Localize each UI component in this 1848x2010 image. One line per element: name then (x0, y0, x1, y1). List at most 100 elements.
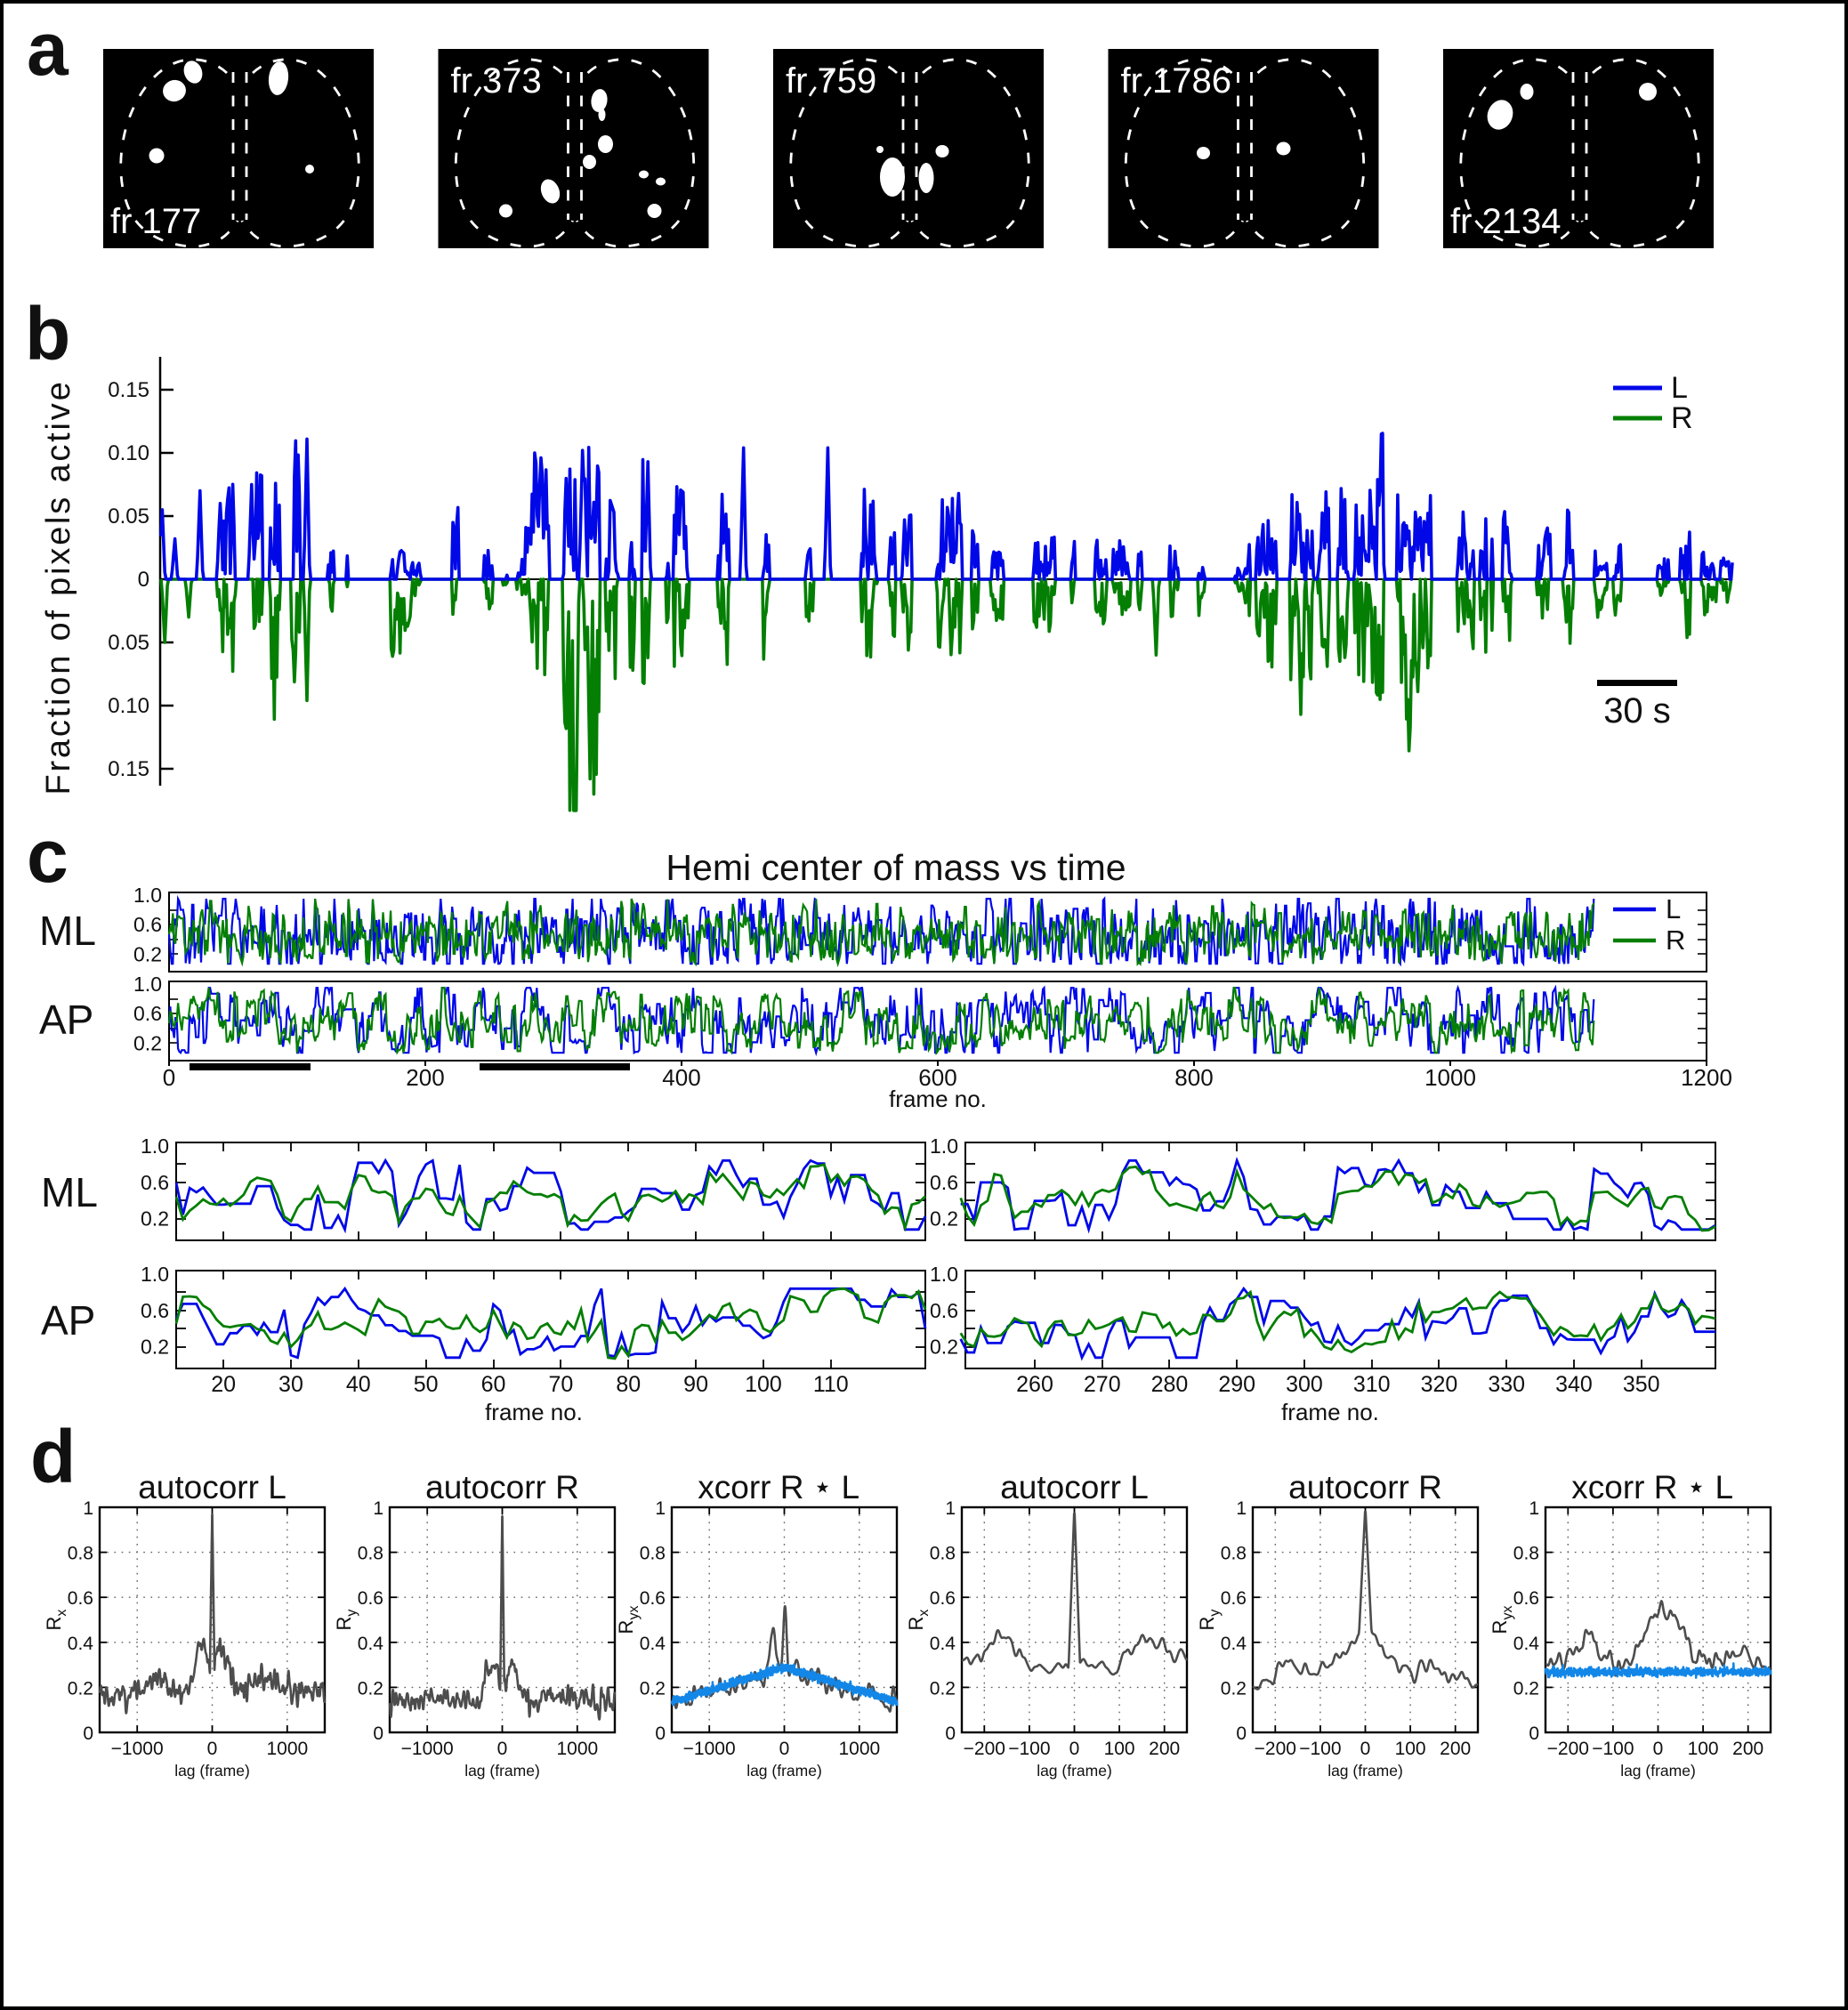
svg-text:1.0: 1.0 (141, 1263, 169, 1286)
svg-text:270: 270 (1084, 1372, 1121, 1397)
svg-text:0.6: 0.6 (358, 1588, 383, 1609)
svg-text:lag (frame): lag (frame) (174, 1762, 250, 1780)
svg-text:330: 330 (1488, 1372, 1525, 1397)
svg-text:ML: ML (39, 908, 96, 954)
svg-text:1000: 1000 (266, 1739, 308, 1759)
svg-text:1.0: 1.0 (141, 1134, 169, 1158)
svg-text:R: R (1666, 924, 1685, 956)
svg-text:−200: −200 (1547, 1739, 1589, 1759)
svg-text:lag (frame): lag (frame) (464, 1762, 540, 1780)
svg-text:autocorr L: autocorr L (138, 1469, 286, 1505)
svg-text:0.8: 0.8 (1221, 1544, 1247, 1564)
svg-text:ML: ML (41, 1169, 98, 1215)
svg-text:60: 60 (481, 1372, 506, 1397)
svg-text:350: 350 (1623, 1372, 1660, 1397)
svg-text:L: L (1671, 371, 1688, 405)
svg-text:0: 0 (138, 568, 149, 592)
svg-text:−100: −100 (1008, 1739, 1050, 1759)
svg-text:0.15: 0.15 (108, 378, 149, 402)
svg-text:0: 0 (1069, 1739, 1080, 1759)
svg-text:fr 1786: fr 1786 (1121, 61, 1232, 101)
svg-text:0: 0 (1529, 1723, 1539, 1744)
svg-text:0: 0 (1236, 1723, 1247, 1744)
svg-text:0.8: 0.8 (640, 1544, 666, 1564)
svg-text:0.15: 0.15 (108, 757, 149, 781)
svg-text:0.6: 0.6 (68, 1588, 93, 1609)
svg-text:310: 310 (1353, 1372, 1391, 1397)
svg-text:200: 200 (1440, 1739, 1471, 1759)
svg-text:290: 290 (1218, 1372, 1255, 1397)
svg-text:0.6: 0.6 (141, 1299, 169, 1322)
svg-text:Fraction of pixels active: Fraction of pixels active (40, 379, 77, 795)
svg-text:100: 100 (1395, 1739, 1426, 1759)
svg-text:0: 0 (207, 1739, 218, 1759)
svg-text:0.2: 0.2 (358, 1678, 383, 1699)
svg-text:1000: 1000 (556, 1739, 598, 1759)
svg-text:0: 0 (779, 1739, 790, 1759)
svg-text:110: 110 (813, 1372, 849, 1397)
svg-text:−1000: −1000 (111, 1739, 164, 1759)
svg-text:800: 800 (1174, 1064, 1213, 1091)
svg-text:1.0: 1.0 (133, 973, 162, 996)
svg-text:autocorr L: autocorr L (1000, 1469, 1149, 1505)
svg-text:0.2: 0.2 (133, 1031, 162, 1054)
svg-text:−1000: −1000 (401, 1739, 454, 1759)
svg-text:1: 1 (83, 1498, 93, 1519)
svg-text:260: 260 (1016, 1372, 1053, 1397)
svg-text:0.8: 0.8 (930, 1544, 956, 1564)
svg-text:1: 1 (655, 1498, 666, 1519)
svg-text:0.2: 0.2 (141, 1336, 169, 1359)
svg-text:0.4: 0.4 (1221, 1634, 1247, 1654)
svg-text:0.2: 0.2 (640, 1678, 666, 1699)
svg-text:0.10: 0.10 (108, 694, 149, 718)
svg-text:70: 70 (548, 1372, 573, 1397)
svg-text:fr 2134: fr 2134 (1450, 202, 1562, 241)
svg-text:0.8: 0.8 (1513, 1544, 1539, 1564)
svg-text:200: 200 (1149, 1739, 1180, 1759)
svg-text:L: L (842, 1469, 860, 1505)
svg-text:0.6: 0.6 (141, 1171, 169, 1194)
svg-text:0: 0 (1653, 1739, 1664, 1759)
svg-text:L: L (1715, 1469, 1734, 1505)
svg-text:340: 340 (1555, 1372, 1593, 1397)
svg-text:20: 20 (211, 1372, 236, 1397)
svg-text:0: 0 (163, 1064, 175, 1091)
svg-text:c: c (27, 814, 69, 898)
svg-text:0.4: 0.4 (930, 1634, 956, 1654)
svg-text:0.2: 0.2 (1513, 1678, 1539, 1699)
svg-text:1200: 1200 (1681, 1064, 1732, 1091)
svg-text:50: 50 (414, 1372, 439, 1397)
svg-text:1.0: 1.0 (133, 884, 162, 907)
svg-text:0: 0 (655, 1723, 666, 1744)
svg-text:autocorr R: autocorr R (425, 1469, 579, 1505)
svg-text:0: 0 (497, 1739, 508, 1759)
svg-text:0.2: 0.2 (68, 1678, 93, 1699)
svg-text:0.6: 0.6 (930, 1588, 956, 1609)
svg-text:AP: AP (39, 997, 93, 1043)
svg-text:0.6: 0.6 (930, 1299, 958, 1322)
svg-text:200: 200 (1732, 1739, 1763, 1759)
svg-text:0.05: 0.05 (108, 631, 149, 655)
svg-text:280: 280 (1151, 1372, 1189, 1397)
svg-text:0.4: 0.4 (68, 1634, 94, 1654)
svg-text:0.6: 0.6 (1513, 1588, 1539, 1609)
svg-text:30: 30 (278, 1372, 303, 1397)
svg-text:40: 40 (346, 1372, 371, 1397)
svg-text:1000: 1000 (1424, 1064, 1476, 1091)
svg-text:−200: −200 (1255, 1739, 1296, 1759)
svg-text:320: 320 (1421, 1372, 1458, 1397)
svg-text:frame no.: frame no. (889, 1086, 987, 1112)
svg-text:0.2: 0.2 (930, 1678, 956, 1699)
svg-text:a: a (27, 7, 69, 91)
svg-text:0: 0 (945, 1723, 956, 1744)
svg-text:b: b (25, 292, 70, 375)
svg-text:0.6: 0.6 (640, 1588, 666, 1609)
svg-text:0.2: 0.2 (1221, 1678, 1247, 1699)
svg-text:1: 1 (945, 1498, 956, 1519)
svg-text:0: 0 (373, 1723, 383, 1744)
svg-text:100: 100 (1688, 1739, 1719, 1759)
svg-text:1: 1 (1529, 1498, 1539, 1519)
svg-text:1: 1 (373, 1498, 383, 1519)
svg-text:0.2: 0.2 (930, 1207, 958, 1231)
svg-text:0: 0 (1360, 1739, 1371, 1759)
